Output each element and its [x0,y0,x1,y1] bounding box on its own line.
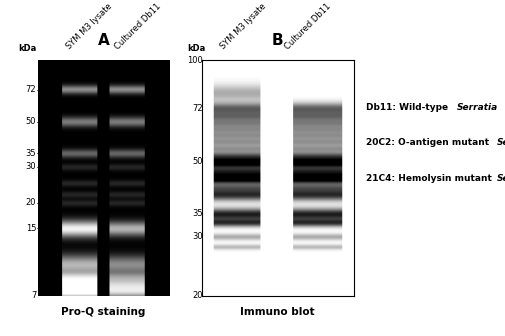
Text: 15: 15 [26,224,36,233]
Text: kDa: kDa [18,44,36,53]
Text: Db11: Wild-type: Db11: Wild-type [367,103,451,112]
Text: 21C4: Hemolysin mutant: 21C4: Hemolysin mutant [367,174,495,182]
Text: Immuno blot: Immuno blot [240,307,315,318]
Text: SYM M3 lysate: SYM M3 lysate [218,2,268,51]
Text: 30: 30 [26,163,36,171]
Text: kDa: kDa [187,44,205,53]
Text: 35: 35 [192,209,203,218]
Text: Cultured Db11: Cultured Db11 [113,2,163,51]
Text: 100: 100 [187,56,203,65]
Text: Serratia: Serratia [457,103,498,112]
Text: Cultured Db11: Cultured Db11 [283,2,333,51]
Text: Pro-Q staining: Pro-Q staining [61,307,146,318]
Text: 72: 72 [192,104,203,113]
Text: B: B [272,33,284,48]
Text: 20: 20 [192,291,203,300]
Text: 50: 50 [192,157,203,166]
Text: Serratia: Serratia [496,174,505,182]
Text: 20: 20 [26,198,36,207]
Text: 72: 72 [26,85,36,94]
Text: A: A [97,33,110,48]
Text: 35: 35 [26,149,36,158]
Text: 50: 50 [26,117,36,126]
Text: 30: 30 [192,232,203,241]
Text: SYM M3 lysate: SYM M3 lysate [64,2,114,51]
Text: 7: 7 [31,291,36,300]
Text: 20C2: O-antigen mutant: 20C2: O-antigen mutant [367,138,493,147]
Text: Serratia: Serratia [496,138,505,147]
